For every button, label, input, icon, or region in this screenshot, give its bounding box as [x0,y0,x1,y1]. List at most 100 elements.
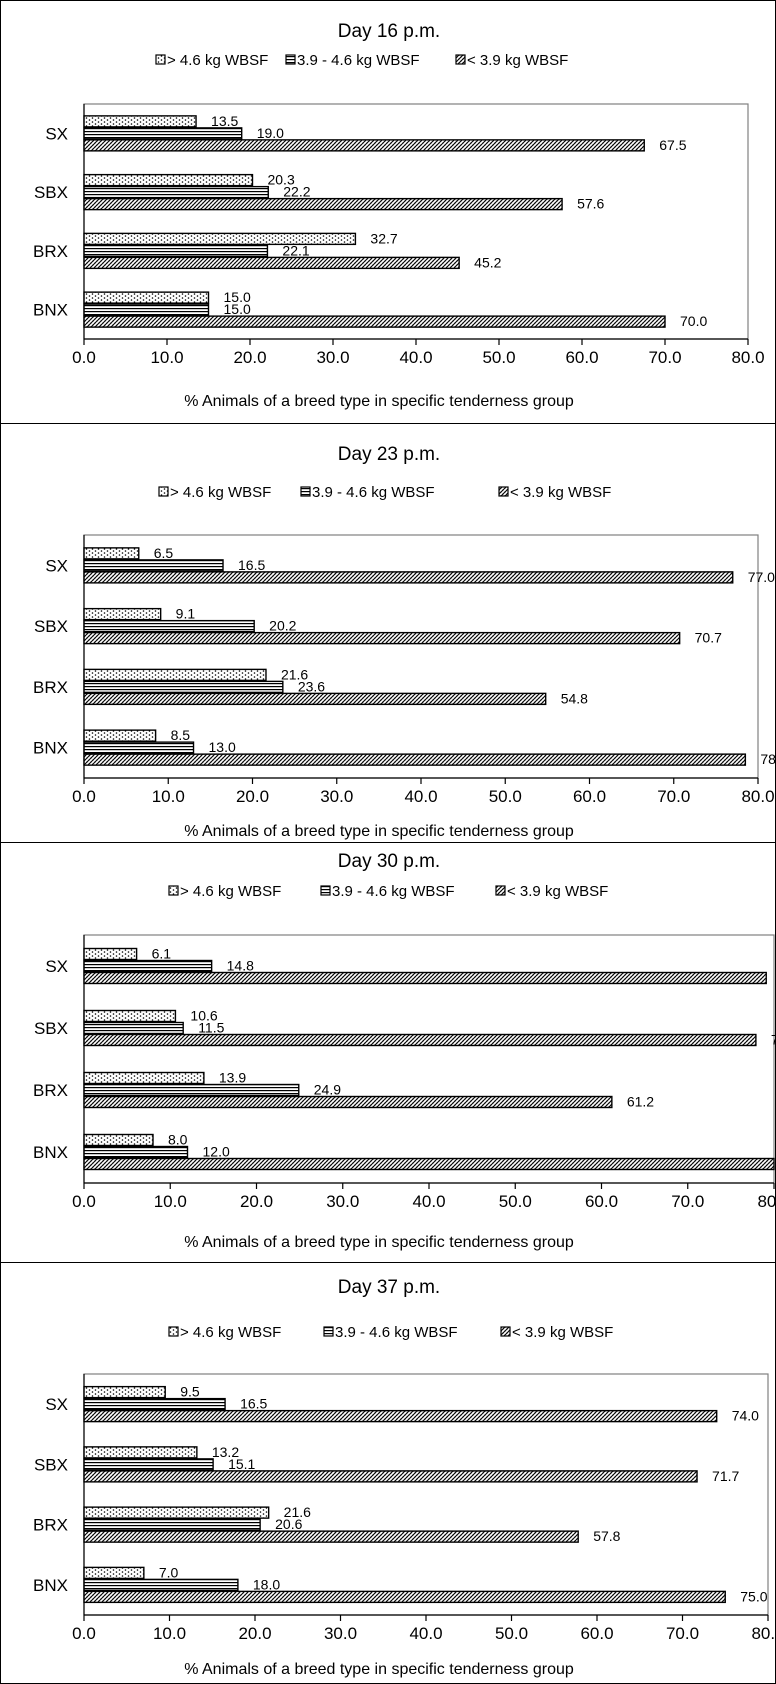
bar [83,1518,261,1531]
x-tick-label: 50.0 [489,787,522,806]
data-label: 16.5 [238,557,265,573]
chart-title: Day 23 p.m. [338,444,440,465]
x-axis-label: % Animals of a breed type in specific te… [184,823,574,840]
bar [83,1566,145,1580]
legend-swatch [155,54,166,65]
data-label: 70.7 [695,630,722,646]
x-tick-label: 70.0 [671,1192,704,1211]
bar [83,741,195,754]
category-label: SBX [34,617,68,636]
bar [83,1071,205,1085]
x-tick-label: 60.0 [580,1624,613,1643]
data-label: 16.5 [240,1396,267,1412]
x-tick-label: 80.0 [751,1624,775,1643]
x-tick-label: 0.0 [72,1192,96,1211]
bar [83,1446,198,1459]
data-label: 13.0 [209,739,236,755]
legend-swatch [500,1326,511,1337]
legend-label: 3.9 - 4.6 kg WBSF [335,1324,458,1341]
category-label: SX [45,124,68,143]
x-tick-label: 70.0 [666,1624,699,1643]
x-tick-label: 40.0 [399,348,432,367]
legend-swatch [455,54,466,65]
category-label: BNX [33,739,68,758]
data-label: 77.0 [748,569,775,585]
legend-label: 3.9 - 4.6 kg WBSF [332,883,455,900]
data-label: 20.6 [275,1516,302,1532]
legend-swatch [168,885,179,896]
bar [83,256,460,270]
x-tick-label: 50.0 [495,1624,528,1643]
bar [83,571,734,584]
bar [83,1145,189,1159]
data-label: 6.1 [152,946,172,962]
bar [83,1033,757,1047]
data-label: 10.6 [190,1008,217,1024]
x-tick-label: 40.0 [412,1192,445,1211]
bar [83,680,284,694]
bar [83,1157,775,1171]
bar [83,1458,214,1471]
data-label: 22.1 [282,242,309,258]
chart-panel-2: Day 23 p.m. > 4.6 kg WBSF 3.9 - 4.6 kg WBS… [0,423,776,842]
bar [83,692,547,706]
category-label: SBX [34,1019,68,1038]
chart-title: Day 30 p.m. [338,851,440,872]
bar [83,959,213,973]
bar [83,1021,184,1035]
data-label: 77.9 [771,1032,775,1048]
chart-title: Day 16 p.m. [338,21,440,42]
bar [83,291,210,304]
category-label: BNX [33,1143,68,1162]
x-tick-label: 30.0 [320,787,353,806]
x-tick-label: 10.0 [150,348,183,367]
bar [83,947,138,961]
bar [83,1506,270,1519]
data-label: 32.7 [370,230,397,246]
bar [83,1409,718,1423]
bar [83,729,157,742]
bar [83,127,243,140]
data-label: 15.0 [224,301,251,317]
category-label: BRX [33,1516,68,1535]
x-tick-label: 30.0 [324,1624,357,1643]
bar [83,1385,166,1399]
bar [83,1095,613,1109]
bar [83,1578,239,1592]
legend-label: > 4.6 kg WBSF [180,883,281,900]
bar [83,232,357,246]
chart-svg-1: Day 16 p.m. > 4.6 kg WBSF 3.9 - 4.6 kg WBS… [33,21,765,410]
x-axis-label: % Animals of a breed type in specific te… [184,1234,574,1251]
x-tick-label: 40.0 [409,1624,442,1643]
legend-label: > 4.6 kg WBSF [170,484,271,501]
data-label: 13.2 [212,1444,239,1460]
data-label: 54.8 [561,690,588,706]
x-tick-label: 70.0 [648,348,681,367]
data-label: 45.2 [474,254,501,270]
legend-label: < 3.9 kg WBSF [512,1324,613,1341]
bar [83,1470,698,1483]
x-tick-label: 20.0 [233,348,266,367]
x-tick-label: 30.0 [316,348,349,367]
legend-label: > 4.6 kg WBSF [180,1324,281,1341]
bar [83,303,210,316]
chart-svg-4: Day 37 p.m. > 4.6 kg WBSF 3.9 - 4.6 kg WBS… [33,1277,775,1678]
legend-swatch [300,486,311,497]
data-label: 57.6 [577,196,604,212]
x-tick-label: 50.0 [482,348,515,367]
bar [83,547,140,560]
category-label: BNX [33,1576,68,1595]
data-label: 11.5 [198,1020,224,1036]
bar [83,197,563,211]
legend-label: > 4.6 kg WBSF [167,52,268,69]
x-tick-label: 20.0 [240,1192,273,1211]
category-label: SX [45,1395,68,1414]
x-tick-label: 60.0 [565,348,598,367]
data-label: 13.5 [211,113,238,129]
data-label: 70.0 [680,313,707,329]
legend-label: 3.9 - 4.6 kg WBSF [312,484,435,501]
x-tick-label: 60.0 [573,787,606,806]
data-label: 9.5 [180,1384,200,1400]
chart-svg-2: Day 23 p.m. > 4.6 kg WBSF 3.9 - 4.6 kg WBS… [33,444,775,840]
data-label: 18.0 [253,1576,280,1592]
